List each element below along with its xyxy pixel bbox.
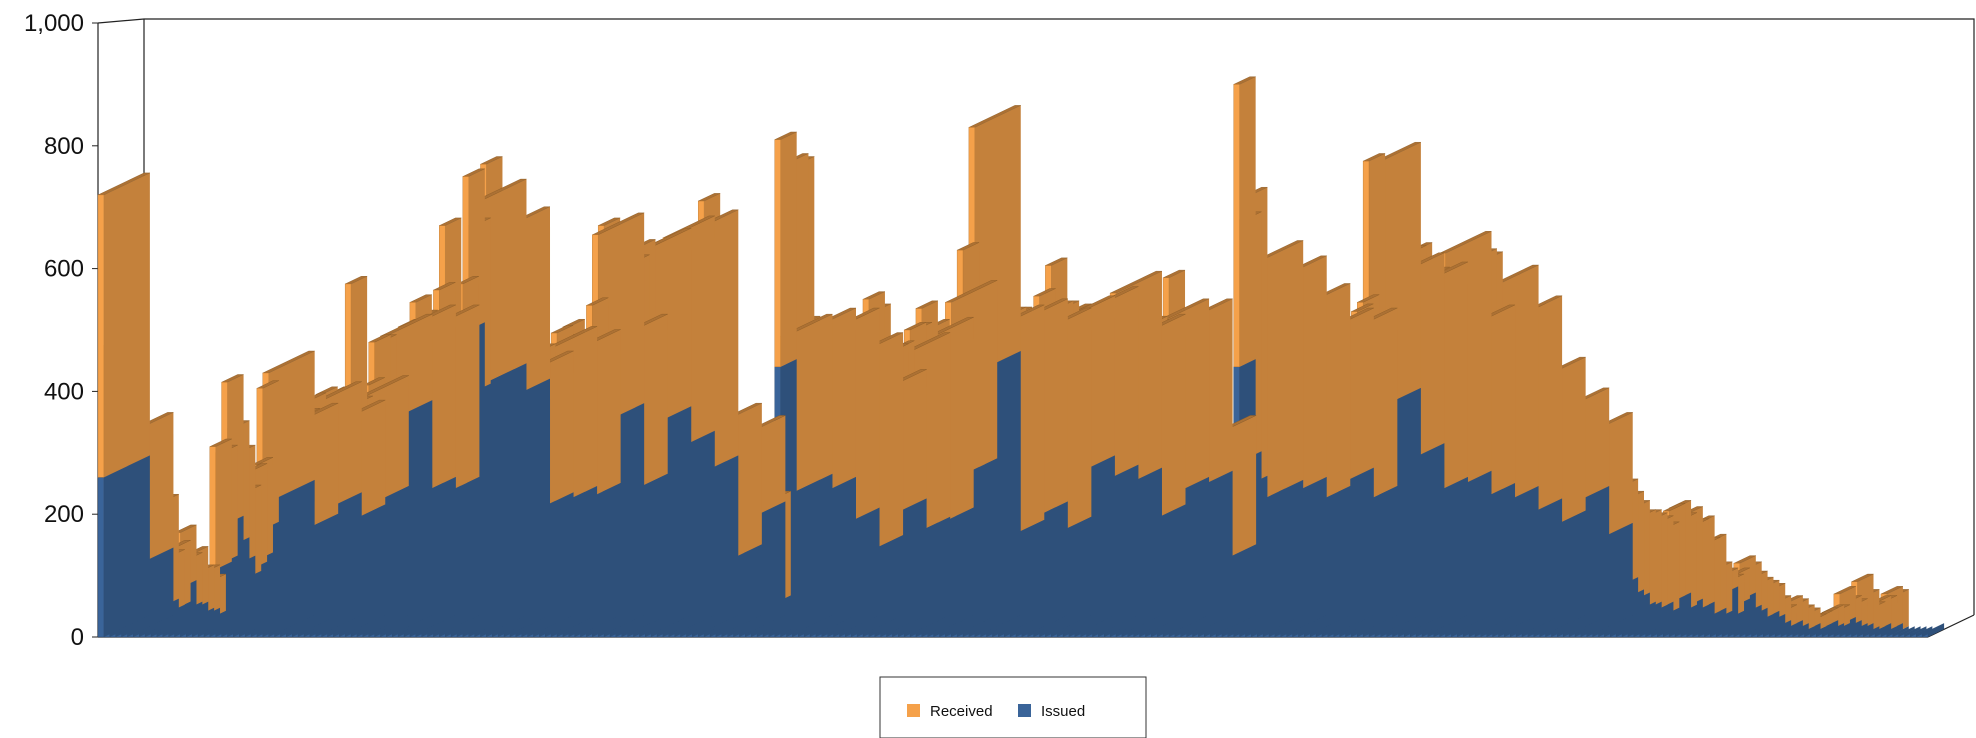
bar-side-issued (1910, 626, 1927, 637)
y-tick-label: 600 (44, 256, 84, 283)
bar-side-received (103, 172, 150, 478)
legend-swatch-issued[interactable] (1018, 704, 1031, 717)
bar-side-issued (786, 473, 833, 637)
bar-side-received (268, 350, 315, 502)
legend-box (879, 676, 1147, 738)
bar-side-received (780, 131, 797, 367)
bar-side-issued (1892, 626, 1909, 637)
bar-side-issued (1869, 626, 1886, 637)
legend-label-issued: Issued (1041, 703, 1085, 720)
bar-side-issued (1863, 626, 1880, 637)
bar-side-issued (103, 455, 150, 637)
floor-right-edge (1927, 614, 1975, 638)
bar-side-issued (1810, 626, 1827, 637)
bar-received[interactable] (97, 194, 105, 478)
bar-side-issued (1257, 479, 1304, 637)
bar-side-received (480, 179, 527, 386)
bar-side-received (1239, 76, 1256, 367)
bar-side-issued (268, 479, 315, 637)
y-axis: 0 200 400 600 800 1,000 (24, 10, 98, 651)
bar-side-issued (1898, 626, 1915, 637)
legend-swatch-received[interactable] (907, 704, 920, 717)
y-tick-label: 200 (44, 501, 84, 528)
bar-issued[interactable] (97, 477, 105, 638)
bar-received[interactable] (209, 446, 216, 570)
bar-side-issued (1904, 626, 1921, 637)
bar-side-issued (1922, 626, 1939, 637)
bar-side-issued (1880, 626, 1898, 637)
y-tick-label: 0 (71, 624, 84, 651)
bar-received[interactable] (774, 139, 781, 368)
back-wall-outline (97, 18, 1975, 615)
bar-side-received (786, 314, 833, 496)
bar-side-issued (480, 363, 527, 637)
legend: Received Issued (879, 676, 1147, 738)
bar-side-issued (1916, 626, 1933, 637)
bar-side-issued (1798, 626, 1815, 637)
legend-label-received: Received (930, 703, 993, 720)
bar-side-received (215, 438, 232, 570)
y-tick-label: 800 (44, 133, 84, 160)
bar-side-received (1257, 240, 1304, 502)
bar-series-group (97, 76, 1945, 638)
bar-received[interactable] (1233, 84, 1240, 368)
y-tick-label: 400 (44, 378, 84, 405)
y-tick-label: 1,000 (24, 10, 84, 37)
